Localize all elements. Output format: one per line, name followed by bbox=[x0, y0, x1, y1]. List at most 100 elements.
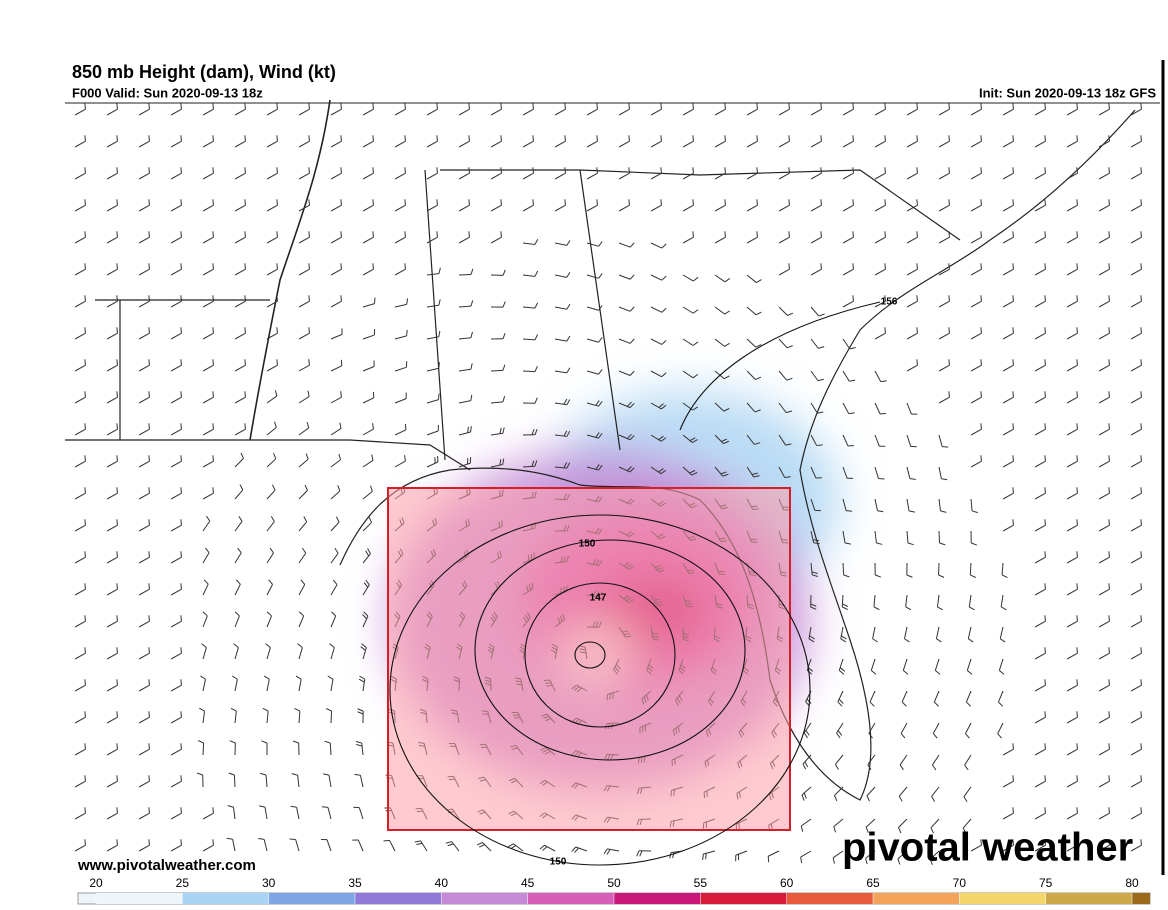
wind-barb bbox=[682, 306, 694, 314]
wind-barb bbox=[554, 306, 567, 310]
wind-barb-flag bbox=[532, 167, 535, 174]
wind-barb-flag bbox=[1076, 135, 1079, 142]
wind-barb bbox=[1002, 428, 1014, 436]
wind-barb bbox=[1098, 812, 1110, 820]
wind-barb-flag bbox=[1044, 135, 1047, 142]
wind-barb bbox=[394, 460, 406, 468]
wind-barb-flag bbox=[372, 167, 375, 174]
wind-barb bbox=[650, 466, 662, 475]
wind-barb bbox=[962, 818, 972, 829]
wind-barb bbox=[1098, 716, 1110, 724]
wind-barb bbox=[1002, 524, 1014, 532]
wind-barb bbox=[1098, 620, 1110, 628]
wind-barb bbox=[714, 466, 724, 477]
wind-barb bbox=[938, 172, 950, 180]
wind-barb bbox=[1066, 460, 1078, 468]
wind-barb-flag bbox=[291, 773, 298, 776]
wind-barb-flag bbox=[1012, 167, 1015, 174]
wind-barb bbox=[74, 588, 86, 596]
wind-barb-flag bbox=[692, 439, 698, 443]
wind-barb-flag bbox=[200, 675, 206, 680]
wind-barb bbox=[682, 466, 693, 476]
wind-barb bbox=[426, 304, 439, 308]
wind-barb-flag bbox=[447, 843, 454, 847]
wind-barb bbox=[1066, 684, 1078, 692]
wind-barb-flag bbox=[116, 583, 119, 590]
wind-barb-flag bbox=[1012, 327, 1015, 334]
wind-barb-flag bbox=[566, 271, 571, 278]
wind-barb-flag bbox=[916, 167, 919, 174]
wind-barb bbox=[74, 748, 86, 756]
wind-barb-flag bbox=[467, 426, 469, 433]
wind-barb bbox=[138, 460, 150, 468]
wind-barb bbox=[298, 140, 310, 148]
wind-barb bbox=[833, 818, 844, 827]
wind-barb-flag bbox=[84, 423, 87, 430]
wind-barb bbox=[618, 140, 630, 148]
wind-barb bbox=[1034, 812, 1046, 820]
wind-barb bbox=[426, 430, 439, 436]
wind-barb-flag bbox=[626, 433, 632, 439]
wind-barb-flag bbox=[566, 399, 571, 405]
wind-barb bbox=[1001, 562, 1004, 576]
wind-barb bbox=[362, 397, 375, 404]
wind-barb-flag bbox=[723, 408, 730, 412]
wind-barb-flag bbox=[542, 846, 548, 851]
wind-barb-flag bbox=[1108, 263, 1111, 270]
wind-barb bbox=[906, 268, 918, 276]
wind-barb bbox=[330, 459, 341, 468]
wind-barb bbox=[234, 615, 240, 628]
wind-barb bbox=[906, 498, 910, 511]
wind-barb-flag bbox=[1108, 775, 1111, 782]
wind-barb-flag bbox=[1044, 583, 1047, 590]
wind-barb-flag bbox=[1012, 487, 1015, 494]
wind-barb-flag bbox=[811, 571, 818, 575]
wind-barb bbox=[266, 332, 278, 340]
wind-barb-flag bbox=[148, 807, 151, 814]
wind-barb-flag bbox=[564, 103, 567, 110]
wind-barb-flag bbox=[820, 103, 823, 110]
wind-barb-flag bbox=[980, 167, 983, 174]
wind-barb-flag bbox=[968, 638, 974, 643]
contour-label: 147 bbox=[590, 593, 607, 604]
wind-barb-flag bbox=[563, 398, 568, 405]
wind-barb-flag bbox=[84, 167, 87, 174]
wind-barb bbox=[458, 108, 470, 116]
wind-barb bbox=[1034, 268, 1046, 276]
wind-barb bbox=[1130, 588, 1142, 596]
wind-barb-flag bbox=[180, 103, 183, 110]
wind-barb bbox=[1130, 812, 1142, 820]
wind-barb bbox=[330, 647, 335, 660]
wind-barb bbox=[1034, 620, 1046, 628]
highlight-box bbox=[387, 487, 791, 831]
wind-barb-flag bbox=[237, 547, 242, 554]
wind-barb-flag bbox=[307, 390, 310, 397]
wind-barb-flag bbox=[298, 611, 304, 617]
wind-barb-flag bbox=[470, 331, 473, 338]
wind-barb bbox=[266, 364, 278, 372]
wind-barb bbox=[842, 204, 854, 212]
wind-barb-flag bbox=[1140, 231, 1143, 238]
wind-barb bbox=[426, 336, 439, 340]
wind-barb-flag bbox=[869, 701, 875, 707]
wind-barb-flag bbox=[906, 574, 913, 578]
wind-barb-flag bbox=[1044, 199, 1047, 206]
wind-barb-flag bbox=[1076, 807, 1079, 814]
wind-barb-flag bbox=[534, 397, 538, 404]
wind-barb-flag bbox=[658, 468, 664, 473]
wind-barb-flag bbox=[308, 359, 310, 366]
wind-barb bbox=[810, 402, 818, 414]
colorbar-swatch bbox=[527, 893, 614, 904]
wind-barb-flag bbox=[838, 670, 845, 675]
wind-barb-flag bbox=[866, 795, 871, 802]
wind-barb-flag bbox=[1000, 606, 1007, 611]
colorbar-tick-label: 60 bbox=[780, 876, 794, 890]
wind-barb bbox=[1034, 396, 1046, 404]
wind-barb-flag bbox=[148, 231, 151, 238]
wind-barb-flag bbox=[820, 231, 823, 238]
wind-barb bbox=[1098, 684, 1110, 692]
wind-barb bbox=[554, 108, 566, 116]
wind-barb-flag bbox=[206, 515, 211, 522]
wind-barb bbox=[202, 492, 214, 500]
wind-barb bbox=[898, 818, 908, 828]
